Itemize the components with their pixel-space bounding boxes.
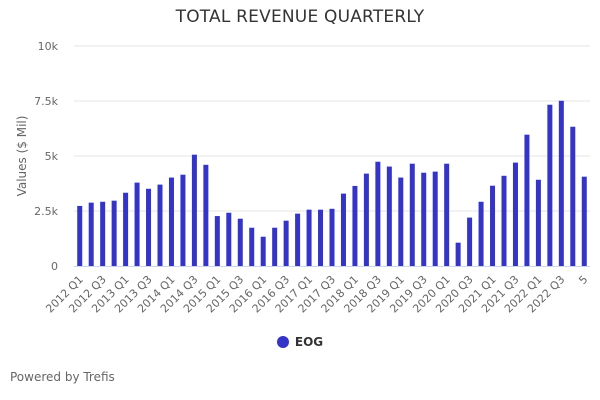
- bar[interactable]: [260, 236, 266, 266]
- y-tick-label: 0: [51, 260, 58, 273]
- bar[interactable]: [455, 242, 461, 266]
- bar[interactable]: [306, 209, 312, 266]
- bar[interactable]: [77, 205, 83, 266]
- bar[interactable]: [547, 104, 553, 267]
- y-tick-label: 5k: [45, 150, 59, 163]
- bar[interactable]: [249, 227, 255, 266]
- bar[interactable]: [100, 201, 106, 266]
- bar[interactable]: [88, 202, 94, 266]
- bar[interactable]: [168, 177, 174, 266]
- legend-label-eog[interactable]: EOG: [294, 335, 324, 349]
- bar[interactable]: [123, 192, 129, 266]
- bar[interactable]: [421, 172, 427, 266]
- bar[interactable]: [501, 175, 507, 266]
- bar[interactable]: [226, 212, 232, 266]
- bar[interactable]: [558, 100, 564, 266]
- bar-series-eog: [77, 100, 587, 267]
- y-tick-label: 7.5k: [34, 95, 58, 108]
- y-tick-label: 2.5k: [34, 205, 58, 218]
- bar[interactable]: [352, 185, 358, 266]
- bar[interactable]: [478, 201, 484, 266]
- bar[interactable]: [237, 218, 243, 266]
- bar[interactable]: [570, 126, 576, 267]
- y-tick-label: 10k: [38, 40, 59, 53]
- y-axis-label: Values ($ Mil): [15, 116, 29, 197]
- bar[interactable]: [512, 162, 518, 266]
- bar[interactable]: [295, 213, 301, 266]
- gridlines: [74, 45, 590, 212]
- bar[interactable]: [490, 185, 496, 266]
- bar[interactable]: [581, 176, 587, 266]
- bar[interactable]: [203, 164, 209, 266]
- bar[interactable]: [329, 208, 335, 266]
- bar[interactable]: [318, 209, 324, 266]
- bar[interactable]: [467, 217, 473, 266]
- legend-marker-eog: [276, 336, 289, 348]
- bar[interactable]: [340, 193, 346, 266]
- bar[interactable]: [386, 166, 392, 266]
- bar[interactable]: [375, 161, 381, 266]
- bar[interactable]: [146, 188, 152, 266]
- bar[interactable]: [444, 163, 450, 266]
- bar[interactable]: [214, 216, 220, 266]
- bar[interactable]: [409, 163, 415, 266]
- x-tick-label: 5: [576, 273, 590, 287]
- bar[interactable]: [283, 220, 289, 266]
- bar[interactable]: [363, 173, 369, 266]
- chart-title: TOTAL REVENUE QUARTERLY: [175, 7, 425, 27]
- bar[interactable]: [180, 174, 186, 266]
- bar[interactable]: [272, 227, 278, 266]
- legend: EOG: [0, 335, 600, 349]
- bar[interactable]: [157, 184, 163, 266]
- y-axis-ticks: 0 2.5k 5k 7.5k 10k: [34, 40, 58, 273]
- bar[interactable]: [111, 200, 117, 266]
- bar[interactable]: [191, 154, 197, 266]
- bar[interactable]: [134, 182, 140, 266]
- bar[interactable]: [432, 171, 438, 266]
- bar[interactable]: [524, 134, 530, 266]
- powered-by-footer: Powered by Trefis: [10, 370, 115, 384]
- bar[interactable]: [535, 179, 541, 266]
- bar[interactable]: [398, 177, 404, 266]
